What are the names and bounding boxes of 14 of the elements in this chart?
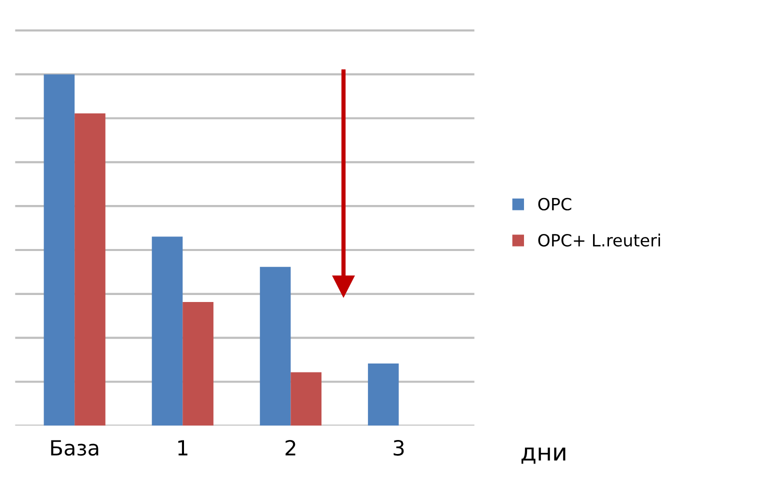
bar (368, 364, 399, 426)
bar (260, 266, 291, 426)
bar (182, 302, 214, 426)
legend-label: ОРС+ L.reuteri (538, 234, 660, 247)
bar (74, 113, 106, 426)
x-tick-label: База (51, 440, 98, 456)
bar (152, 236, 183, 426)
x-tick-label: 3 (394, 440, 404, 456)
x-tick-label: 2 (286, 440, 296, 456)
bar (44, 74, 75, 426)
legend-label: ОРС (538, 198, 572, 210)
bar (290, 372, 322, 426)
x-axis-title: дни (522, 448, 566, 464)
x-tick-label: 1 (178, 440, 188, 456)
